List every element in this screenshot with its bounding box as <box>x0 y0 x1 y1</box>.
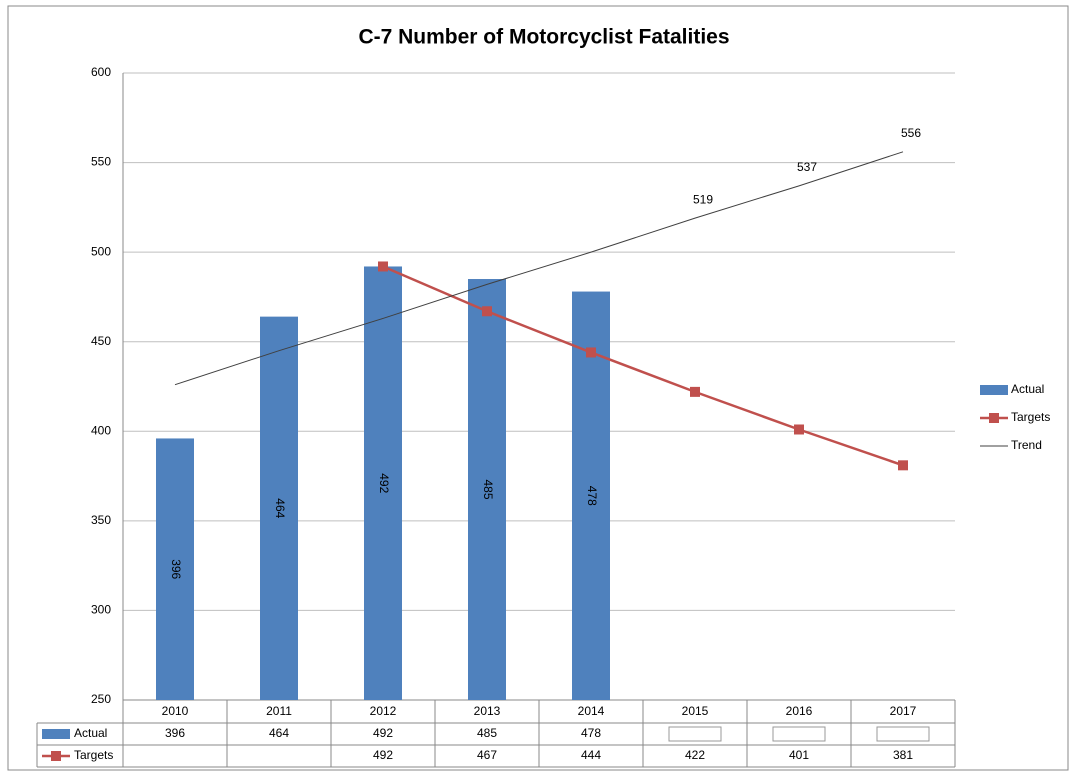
bar <box>260 316 298 700</box>
data-label: 537 <box>797 160 817 174</box>
table-row-header: Actual <box>74 726 107 740</box>
chart-title: C-7 Number of Motorcyclist Fatalities <box>358 26 729 49</box>
marker <box>586 347 596 358</box>
marker <box>898 460 908 471</box>
table-cell: 492 <box>373 726 393 740</box>
legend-label: Actual <box>1011 382 1044 396</box>
bar <box>156 438 194 700</box>
x-tick-label: 2016 <box>786 704 813 718</box>
y-tick-label: 400 <box>91 423 111 437</box>
y-tick-label: 300 <box>91 603 111 617</box>
y-tick-label: 600 <box>91 65 111 79</box>
table-cell: 381 <box>893 748 913 762</box>
table-cell: 444 <box>581 748 601 762</box>
bar <box>572 291 610 700</box>
legend-label: Trend <box>1011 438 1042 452</box>
table-cell: 478 <box>581 726 601 740</box>
bar-label: 485 <box>481 479 495 499</box>
marker <box>378 261 388 272</box>
table-cell: 467 <box>477 748 497 762</box>
table-cell: 401 <box>789 748 809 762</box>
data-label: 556 <box>901 126 921 140</box>
table-cell: 485 <box>477 726 497 740</box>
line <box>382 265 904 467</box>
marker <box>690 386 700 397</box>
x-tick-label: 2017 <box>890 704 917 718</box>
x-tick-label: 2013 <box>474 704 501 718</box>
y-tick-label: 250 <box>91 692 111 706</box>
y-tick-label: 450 <box>91 334 111 348</box>
bar <box>364 266 402 700</box>
empty-cell <box>876 726 930 742</box>
data-label: 519 <box>693 192 713 206</box>
bar-label: 492 <box>377 473 391 493</box>
bar-label: 396 <box>169 559 183 579</box>
marker <box>794 424 804 435</box>
x-tick-label: 2012 <box>370 704 397 718</box>
empty-cell <box>772 726 826 742</box>
legend-key <box>989 413 999 423</box>
table-cell: 396 <box>165 726 185 740</box>
x-tick-label: 2014 <box>578 704 605 718</box>
table-row-header: Targets <box>74 748 113 762</box>
table-key <box>51 751 61 761</box>
bar <box>468 279 506 700</box>
legend-key <box>980 385 1008 395</box>
x-tick-label: 2010 <box>162 704 189 718</box>
y-tick-label: 500 <box>91 244 111 258</box>
legend-label: Targets <box>1011 410 1050 424</box>
marker <box>482 306 492 317</box>
x-tick-label: 2011 <box>266 704 292 718</box>
x-tick-label: 2015 <box>682 704 709 718</box>
table-cell: 422 <box>685 748 705 762</box>
bar-label: 464 <box>273 498 287 518</box>
empty-cell <box>668 726 722 742</box>
table-cell: 492 <box>373 748 393 762</box>
y-tick-label: 350 <box>91 513 111 527</box>
table-cell: 464 <box>269 726 289 740</box>
table-key <box>42 729 70 739</box>
line <box>174 151 904 386</box>
y-tick-label: 550 <box>91 155 111 169</box>
bar-label: 478 <box>585 486 599 506</box>
